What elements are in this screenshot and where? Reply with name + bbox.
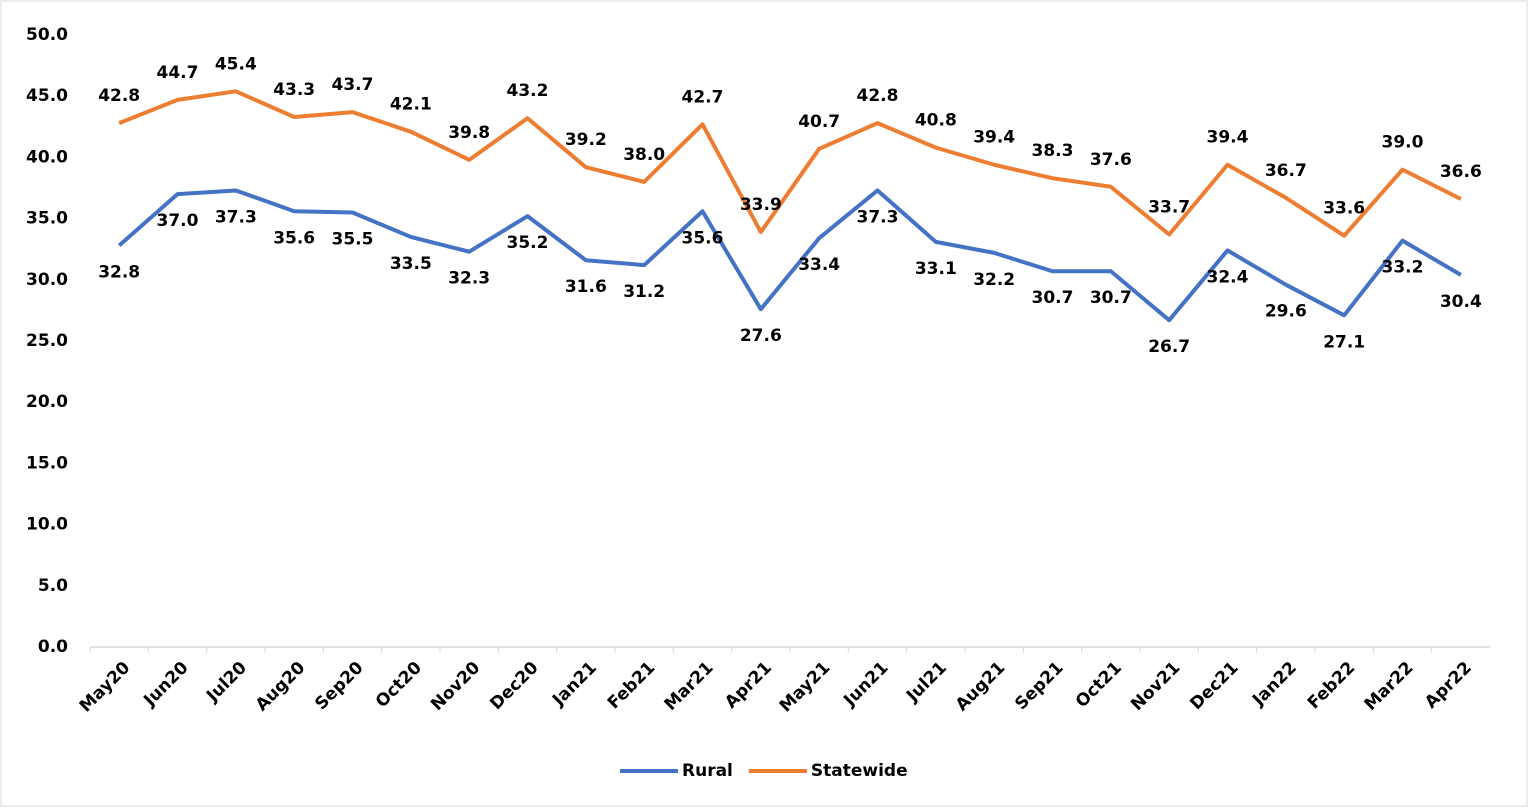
y-tick-label: 20.0 (26, 392, 68, 412)
data-label: 42.8 (98, 86, 140, 106)
data-label: 42.1 (390, 95, 432, 115)
y-tick-label: 0.0 (38, 637, 68, 657)
data-label: 43.7 (332, 75, 374, 95)
data-label: 29.6 (1265, 302, 1307, 322)
y-tick-label: 35.0 (26, 209, 68, 229)
data-label: 33.9 (740, 195, 782, 215)
y-tick-label: 15.0 (26, 453, 68, 473)
data-label: 38.3 (1032, 141, 1074, 161)
data-label: 30.7 (1032, 288, 1074, 308)
data-label: 42.8 (857, 86, 899, 106)
data-label: 33.1 (915, 259, 957, 279)
data-label: 39.4 (1207, 128, 1249, 148)
data-label: 42.7 (682, 87, 724, 107)
data-label: 35.6 (682, 228, 724, 248)
data-label: 43.3 (273, 80, 315, 100)
y-tick-label: 45.0 (26, 86, 68, 106)
data-label: 35.6 (273, 228, 315, 248)
data-label: 30.7 (1090, 288, 1132, 308)
data-label: 37.0 (157, 211, 199, 231)
data-label: 32.4 (1207, 267, 1249, 287)
data-label: 32.2 (973, 270, 1015, 290)
data-label: 36.6 (1440, 162, 1482, 182)
data-label: 32.3 (448, 269, 490, 289)
y-tick-label: 30.0 (26, 270, 68, 290)
y-tick-label: 50.0 (26, 25, 68, 45)
data-label: 26.7 (1148, 337, 1190, 357)
data-label: 35.5 (332, 229, 374, 249)
data-label: 35.2 (507, 233, 549, 253)
legend-label: Rural (682, 761, 733, 781)
data-label: 33.6 (1323, 199, 1365, 219)
data-label: 39.4 (973, 128, 1015, 148)
data-label: 39.8 (448, 123, 490, 143)
data-label: 27.6 (740, 326, 782, 346)
y-tick-label: 10.0 (26, 515, 68, 535)
series-line (118, 89, 1462, 238)
data-label: 33.2 (1382, 258, 1424, 278)
legend-label: Statewide (811, 761, 908, 781)
data-label: 43.2 (507, 81, 549, 101)
data-label: 32.8 (98, 263, 140, 283)
y-tick-label: 5.0 (38, 576, 68, 596)
data-label: 39.2 (565, 130, 607, 150)
y-tick-label: 25.0 (26, 331, 68, 351)
data-label: 40.7 (798, 112, 840, 132)
data-label: 31.6 (565, 277, 607, 297)
data-label: 44.7 (157, 63, 199, 83)
data-label: 37.3 (857, 207, 899, 227)
data-label: 37.6 (1090, 150, 1132, 170)
data-label: 33.5 (390, 254, 432, 274)
data-label: 37.3 (215, 207, 257, 227)
data-label: 33.4 (798, 255, 840, 275)
data-label: 33.7 (1148, 198, 1190, 218)
data-label: 30.4 (1440, 292, 1482, 312)
data-label: 31.2 (623, 282, 665, 302)
data-label: 45.4 (215, 54, 257, 74)
data-label: 39.0 (1382, 133, 1424, 153)
series-line (117, 188, 1462, 323)
data-label: 40.8 (915, 111, 957, 131)
data-label: 36.7 (1265, 161, 1307, 181)
y-tick-label: 40.0 (26, 147, 68, 167)
data-label: 27.1 (1323, 332, 1365, 352)
data-label: 38.0 (623, 145, 665, 165)
